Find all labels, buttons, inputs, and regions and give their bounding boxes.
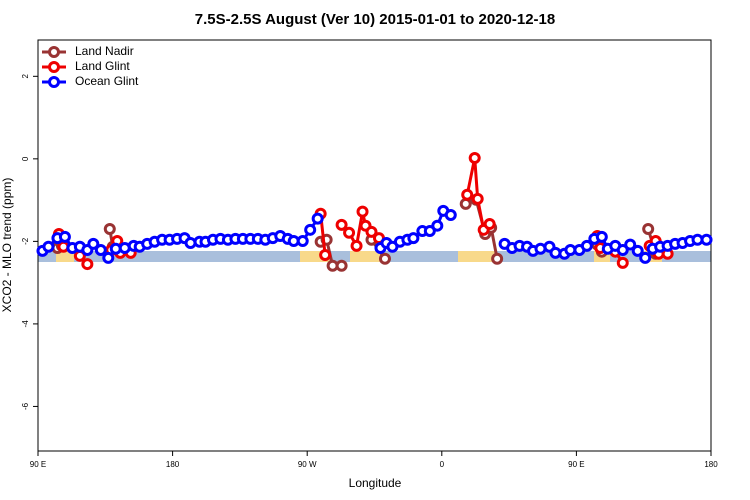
point xyxy=(639,251,652,264)
x-axis-label: Longitude xyxy=(349,476,402,490)
point xyxy=(616,256,629,269)
point xyxy=(102,251,115,264)
y-tick-label: 2 xyxy=(21,74,30,79)
x-tick-label: 90 W xyxy=(298,460,317,469)
point xyxy=(58,230,71,243)
point xyxy=(319,248,332,261)
point xyxy=(491,252,504,265)
legend-label: Land Nadir xyxy=(75,44,134,58)
point xyxy=(471,192,484,205)
point xyxy=(459,197,472,210)
band-land xyxy=(56,251,74,262)
point xyxy=(580,239,593,252)
point xyxy=(335,259,348,272)
point xyxy=(483,218,496,231)
point xyxy=(311,212,324,225)
point xyxy=(365,225,378,238)
legend-marker xyxy=(48,46,60,58)
point xyxy=(94,244,107,257)
point xyxy=(296,234,309,247)
band-land xyxy=(458,251,496,262)
point xyxy=(343,226,356,239)
point xyxy=(81,258,94,271)
legend-label: Land Glint xyxy=(75,59,130,73)
point xyxy=(631,244,644,257)
y-tick-label: -4 xyxy=(21,320,30,328)
point xyxy=(42,240,55,253)
point xyxy=(444,208,457,221)
legend-marker xyxy=(48,76,60,88)
y-axis-label: XCO2 - MLO trend (ppm) xyxy=(0,178,14,313)
point xyxy=(407,232,420,245)
point xyxy=(356,205,369,218)
y-tick-label: -2 xyxy=(21,237,30,245)
legend-label: Ocean Glint xyxy=(75,74,139,88)
band-land xyxy=(350,251,380,262)
point xyxy=(461,188,474,201)
series xyxy=(36,204,713,264)
band-land xyxy=(300,251,330,262)
point xyxy=(350,239,363,252)
chart-title: 7.5S-2.5S August (Ver 10) 2015-01-01 to … xyxy=(195,11,555,28)
point xyxy=(335,218,348,231)
point xyxy=(595,230,608,243)
point xyxy=(378,252,391,265)
point xyxy=(700,233,713,246)
point xyxy=(423,225,436,238)
x-tick-label: 90 E xyxy=(30,460,46,469)
plot-frame xyxy=(37,39,712,452)
point xyxy=(642,222,655,235)
point xyxy=(616,244,629,257)
point xyxy=(87,237,100,250)
x-tick-label: 180 xyxy=(704,460,718,469)
point xyxy=(468,152,481,165)
point xyxy=(304,223,317,236)
point xyxy=(624,238,637,251)
x-tick-label: 0 xyxy=(440,460,445,469)
point xyxy=(431,219,444,232)
x-tick-label: 90 E xyxy=(568,460,584,469)
y-tick-label: -6 xyxy=(21,402,30,410)
x-tick-label: 180 xyxy=(166,460,180,469)
y-tick-label: 0 xyxy=(21,156,30,161)
legend-marker xyxy=(48,61,60,73)
point xyxy=(103,222,116,235)
